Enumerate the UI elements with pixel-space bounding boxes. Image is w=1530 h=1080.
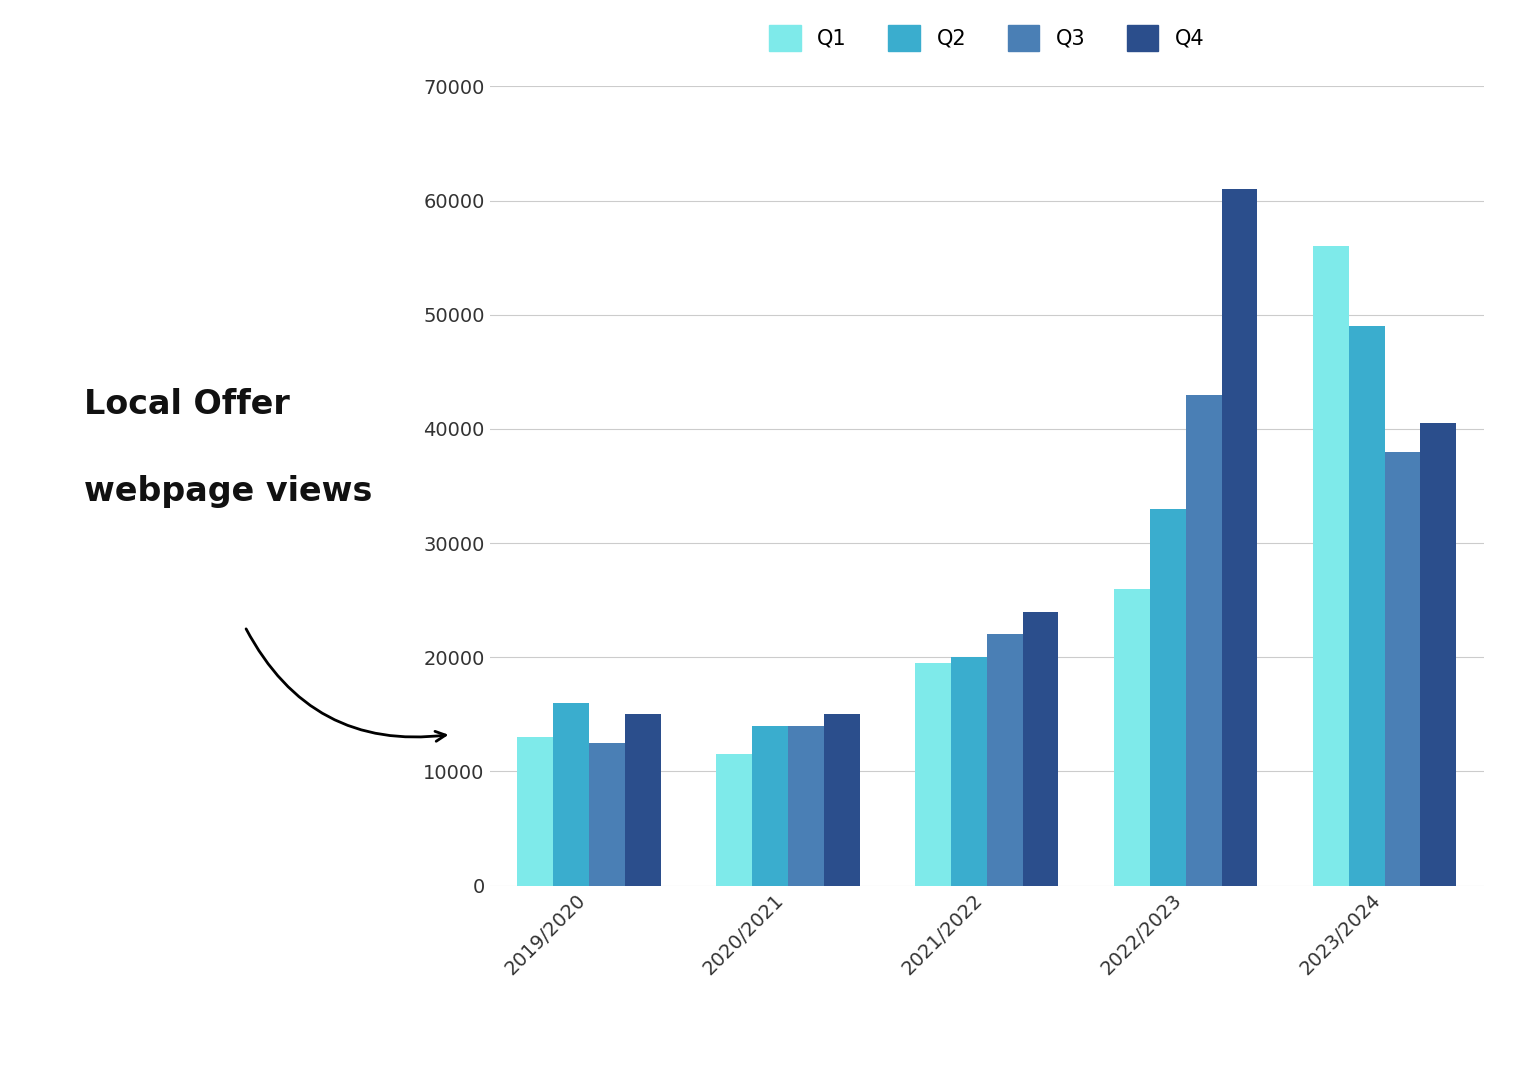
Bar	[1114, 589, 1151, 886]
Text: Local Offer: Local Offer	[84, 388, 289, 421]
Text: webpage views: webpage views	[84, 474, 372, 508]
Legend: Q1, Q2, Q3, Q4: Q1, Q2, Q3, Q4	[760, 17, 1213, 59]
Bar	[716, 754, 753, 886]
Bar	[1151, 509, 1186, 886]
Bar	[1221, 189, 1258, 886]
Bar	[554, 703, 589, 886]
Bar	[753, 726, 788, 886]
Bar	[1349, 326, 1385, 886]
Bar	[952, 658, 987, 886]
Bar	[1313, 246, 1349, 886]
Bar	[1022, 611, 1059, 886]
Bar	[1186, 394, 1221, 886]
Bar	[1385, 451, 1420, 886]
Bar	[624, 714, 661, 886]
Bar	[1420, 423, 1457, 886]
Bar	[915, 663, 952, 886]
Bar	[823, 714, 860, 886]
Bar	[987, 634, 1022, 886]
Bar	[788, 726, 823, 886]
Bar	[517, 738, 554, 886]
Bar	[589, 743, 624, 886]
